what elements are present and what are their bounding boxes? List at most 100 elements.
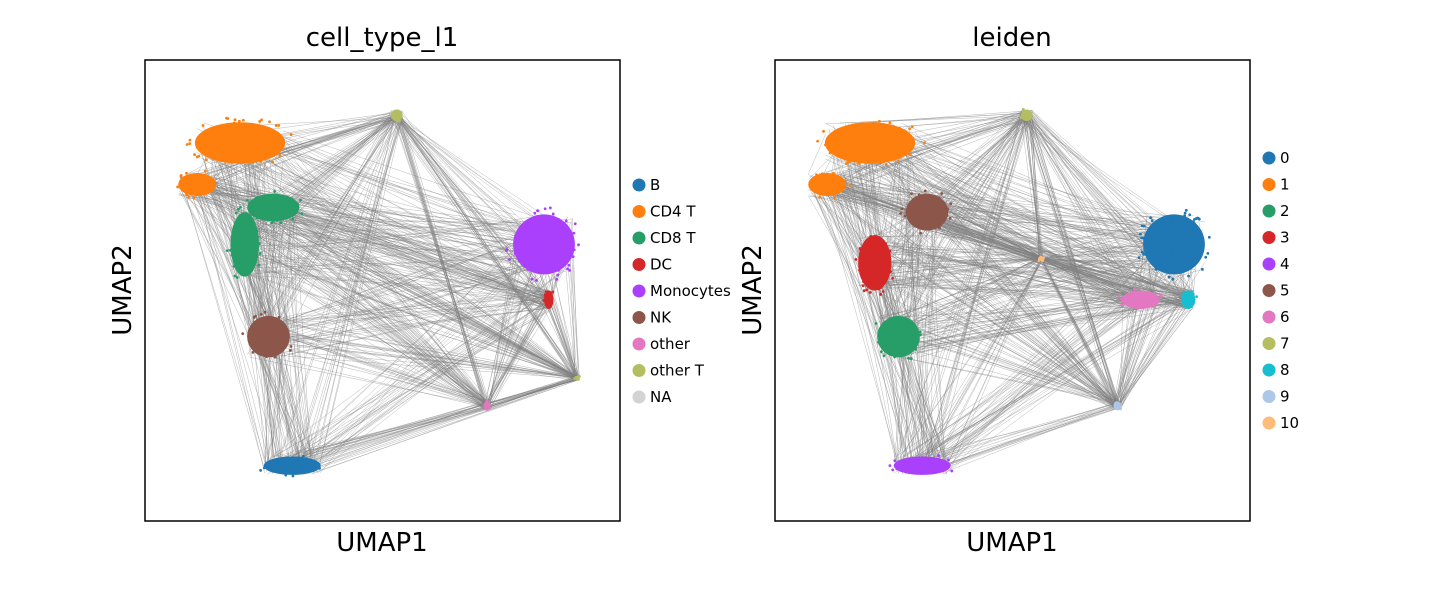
graph-edge: [231, 244, 538, 253]
data-point: [900, 130, 903, 134]
data-point: [896, 351, 900, 355]
data-point: [1139, 232, 1142, 236]
graph-edge: [909, 256, 1044, 356]
data-point: [530, 239, 534, 242]
data-point: [887, 144, 891, 148]
data-point: [185, 175, 189, 178]
graph-edge: [279, 290, 550, 323]
graph-edge: [888, 110, 1030, 354]
graph-edge: [899, 303, 1195, 465]
graph-edge: [1028, 116, 1043, 258]
data-point: [273, 355, 277, 359]
data-point: [1149, 216, 1152, 220]
graph-edge: [281, 307, 553, 471]
cluster-8: [1180, 290, 1199, 309]
graph-edge: [1119, 306, 1157, 406]
data-point: [1118, 404, 1121, 408]
graph-edge: [938, 291, 1184, 458]
data-point: [1204, 255, 1208, 259]
graph-edge: [933, 305, 1141, 467]
graph-edge: [288, 212, 300, 475]
graph-edge: [889, 259, 1041, 266]
graph-edge: [867, 114, 1032, 249]
data-point: [543, 207, 547, 211]
graph-edge: [282, 135, 543, 234]
data-point: [895, 132, 898, 136]
data-point: [252, 235, 256, 239]
data-point: [1169, 252, 1173, 255]
graph-edge: [862, 257, 1040, 278]
data-point: [543, 293, 547, 297]
data-point: [895, 467, 899, 471]
data-point: [291, 474, 295, 478]
graph-edge: [276, 233, 531, 474]
data-point: [1040, 259, 1044, 263]
data-point: [869, 235, 873, 238]
graph-edge: [304, 115, 403, 463]
graph-edge: [897, 259, 1040, 343]
graph-edge: [892, 113, 1027, 323]
graph-edge: [242, 221, 516, 255]
data-point: [850, 132, 854, 136]
graph-edge: [888, 316, 1117, 404]
data-point: [185, 171, 188, 175]
data-point: [855, 156, 859, 160]
graph-edge: [275, 118, 392, 317]
data-point: [525, 226, 529, 230]
data-point: [925, 206, 929, 210]
data-point: [266, 350, 270, 354]
data-point: [895, 333, 899, 337]
legend-marker: [1262, 416, 1276, 430]
data-point: [854, 127, 857, 131]
data-point: [847, 160, 851, 164]
data-point: [907, 337, 911, 340]
data-point: [273, 189, 277, 193]
cluster-point-cloud: [263, 456, 321, 475]
data-point: [188, 142, 192, 145]
graph-edge: [944, 212, 1115, 407]
cluster-0: [1137, 208, 1211, 281]
data-point: [1039, 255, 1043, 259]
data-point: [907, 330, 910, 333]
data-point: [948, 216, 952, 220]
graph-edge: [260, 119, 401, 348]
graph-edge: [289, 252, 524, 469]
graph-edge: [288, 348, 298, 472]
graph-edge: [263, 307, 546, 326]
data-point: [824, 182, 827, 186]
cluster-1: [808, 171, 852, 200]
data-point: [1140, 250, 1144, 254]
graph-edge: [879, 221, 1189, 333]
data-point: [950, 469, 954, 473]
data-point: [573, 222, 577, 226]
data-point: [862, 140, 865, 143]
data-point: [877, 340, 880, 344]
data-point: [566, 267, 569, 271]
graph-edge: [1038, 256, 1195, 295]
y-axis-label: UMAP2: [738, 244, 768, 335]
data-point: [220, 145, 224, 149]
graph-edge: [179, 187, 312, 472]
data-point: [281, 325, 285, 329]
data-point: [816, 139, 819, 143]
data-point: [1183, 211, 1187, 215]
cluster-point-cloud: [824, 122, 916, 164]
data-point: [1195, 295, 1199, 298]
data-point: [864, 130, 868, 134]
legend-label: 9: [1280, 388, 1290, 406]
data-point: [538, 234, 542, 237]
data-point: [261, 210, 265, 214]
graph-edge: [1041, 256, 1188, 295]
data-point: [1160, 261, 1164, 265]
data-point: [176, 185, 180, 189]
data-point: [536, 219, 540, 223]
data-point: [252, 213, 255, 217]
graph-edge: [879, 118, 1024, 283]
data-point: [942, 207, 946, 210]
axes-frame: [144, 59, 621, 522]
graph-edge: [312, 115, 399, 469]
data-point: [848, 184, 852, 187]
data-point: [572, 248, 576, 252]
data-point: [551, 243, 555, 247]
data-point: [302, 465, 305, 469]
